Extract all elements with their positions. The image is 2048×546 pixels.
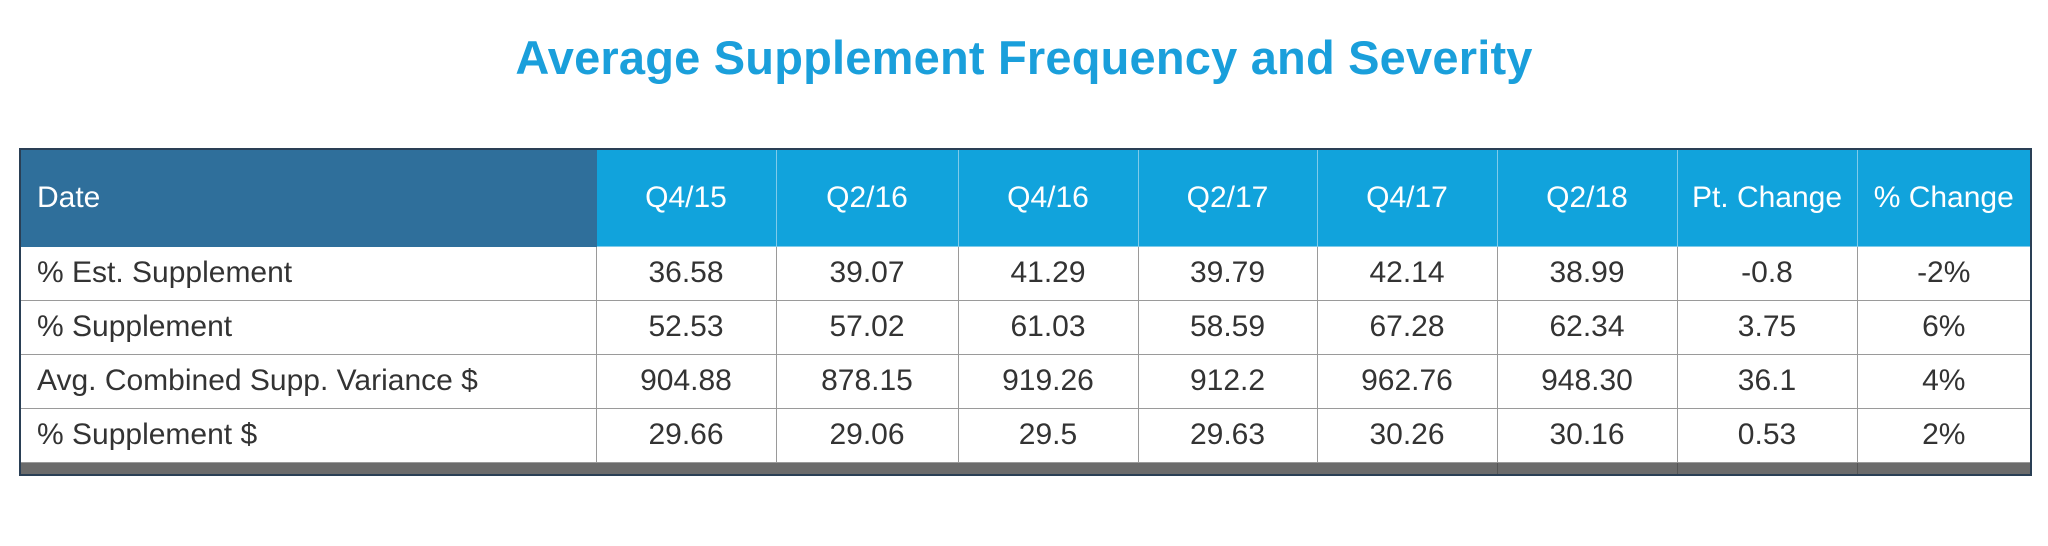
row-label: Avg. Combined Supp. Variance $	[19, 353, 597, 409]
table-cell: 948.30	[1496, 353, 1678, 409]
table-cell: 878.15	[775, 353, 959, 409]
table-cell: 29.5	[957, 407, 1139, 463]
table-cell: 42.14	[1316, 245, 1498, 301]
footer-bar-segment	[1856, 461, 2032, 476]
column-header-q2-17: Q2/17	[1137, 148, 1318, 247]
table-cell: -0.8	[1676, 245, 1858, 301]
column-header-q2-16: Q2/16	[775, 148, 959, 247]
column-header-date: Date	[19, 148, 597, 247]
chart-title: Average Supplement Frequency and Severit…	[515, 31, 1533, 84]
table-cell: 61.03	[957, 299, 1139, 355]
table-cell: 38.99	[1496, 245, 1678, 301]
table-cell: 912.2	[1137, 353, 1318, 409]
table-cell: 36.1	[1676, 353, 1858, 409]
table-row: % Supplement $ 29.66 29.06 29.5 29.63 30…	[19, 407, 2032, 463]
column-header-q2-18: Q2/18	[1496, 148, 1678, 247]
table-cell: 29.06	[775, 407, 959, 463]
row-label: % Supplement	[19, 299, 597, 355]
table-cell: 962.76	[1316, 353, 1498, 409]
table-cell: 62.34	[1496, 299, 1678, 355]
table-cell: -2%	[1856, 245, 2032, 301]
column-header-q4-17: Q4/17	[1316, 148, 1498, 247]
table-cell: 58.59	[1137, 299, 1318, 355]
header-row: Date Q4/15 Q2/16 Q4/16 Q2/17 Q4/17 Q2/18…	[19, 148, 2032, 247]
footer-bar-segment	[1676, 461, 1858, 476]
table-cell: 30.16	[1496, 407, 1678, 463]
column-header-q4-15: Q4/15	[595, 148, 777, 247]
row-label: % Est. Supplement	[19, 245, 597, 301]
table-cell: 36.58	[595, 245, 777, 301]
table-cell: 39.07	[775, 245, 959, 301]
table-row: Avg. Combined Supp. Variance $ 904.88 87…	[19, 353, 2032, 409]
footer-bar-segment	[19, 461, 1498, 476]
table-row: % Supplement 52.53 57.02 61.03 58.59 67.…	[19, 299, 2032, 355]
table-cell: 41.29	[957, 245, 1139, 301]
table-cell: 67.28	[1316, 299, 1498, 355]
row-label: % Supplement $	[19, 407, 597, 463]
data-table: Date Q4/15 Q2/16 Q4/16 Q2/17 Q4/17 Q2/18…	[19, 148, 2032, 476]
column-header-pt-change: Pt. Change	[1676, 148, 1858, 247]
table-cell: 919.26	[957, 353, 1139, 409]
column-header-q4-16: Q4/16	[957, 148, 1139, 247]
table-row: % Est. Supplement 36.58 39.07 41.29 39.7…	[19, 245, 2032, 301]
table-cell: 52.53	[595, 299, 777, 355]
table-cell: 29.66	[595, 407, 777, 463]
table-cell: 29.63	[1137, 407, 1318, 463]
table-cell: 0.53	[1676, 407, 1858, 463]
table-cell: 2%	[1856, 407, 2032, 463]
table-cell: 3.75	[1676, 299, 1858, 355]
table-cell: 4%	[1856, 353, 2032, 409]
table-cell: 6%	[1856, 299, 2032, 355]
table-footer-bar	[19, 461, 2032, 476]
table-cell: 39.79	[1137, 245, 1318, 301]
footer-bar-segment	[1496, 461, 1678, 476]
table-cell: 57.02	[775, 299, 959, 355]
table-cell: 30.26	[1316, 407, 1498, 463]
column-header-pct-change: % Change	[1856, 148, 2032, 247]
table-cell: 904.88	[595, 353, 777, 409]
